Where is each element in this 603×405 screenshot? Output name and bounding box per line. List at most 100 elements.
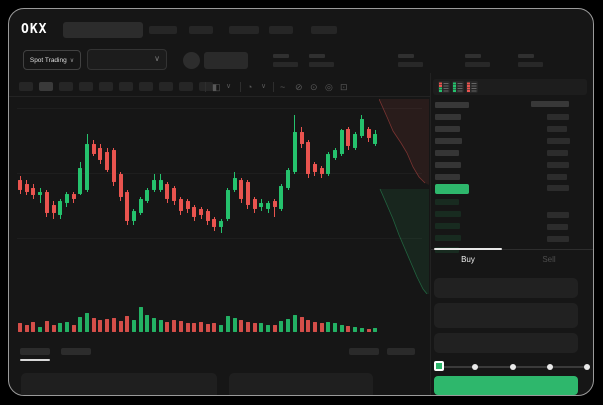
nav-item-placeholder[interactable]	[269, 26, 293, 34]
bid-amount[interactable]	[547, 224, 568, 230]
table-action-placeholder[interactable]	[349, 348, 379, 355]
candle-body	[199, 209, 203, 216]
okx-logo: OKX	[21, 22, 48, 37]
slider-stop[interactable]	[472, 364, 479, 370]
indicator-wave-icon[interactable]: ~	[280, 82, 286, 92]
volume-bar	[292, 314, 297, 332]
table-action-placeholder[interactable]	[387, 348, 415, 355]
candle-body	[111, 150, 116, 182]
nav-item-placeholder[interactable]	[149, 26, 177, 34]
interval-button[interactable]	[39, 82, 53, 91]
candle-body	[219, 221, 224, 228]
ask-amount[interactable]	[547, 126, 567, 132]
slider-stop[interactable]	[509, 364, 516, 370]
volume-bar	[145, 314, 150, 332]
volume-bar	[85, 313, 90, 332]
fullscreen-icon[interactable]: ⊡	[340, 82, 348, 92]
price-input[interactable]	[434, 278, 578, 298]
clock-icon[interactable]: ◔	[247, 82, 253, 92]
ask-amount[interactable]	[547, 150, 568, 156]
orderbook-view-both-icon[interactable]	[438, 81, 450, 93]
candle-body	[172, 187, 177, 202]
nav-item-placeholder[interactable]	[189, 26, 213, 34]
depth-chart[interactable]	[379, 97, 429, 294]
active-tab-indicator	[20, 359, 50, 361]
pair-name-placeholder	[204, 52, 248, 69]
bid-price[interactable]	[435, 247, 459, 253]
ask-price[interactable]	[435, 126, 460, 132]
ask-price[interactable]	[435, 138, 462, 144]
volume-bar	[178, 320, 183, 332]
volume-chart[interactable]	[17, 305, 379, 332]
search-input[interactable]	[63, 22, 143, 38]
tab-orders[interactable]	[20, 348, 50, 355]
depth-area	[379, 99, 429, 185]
candle-body	[239, 179, 244, 200]
volume-bar	[199, 322, 203, 332]
tab-buy[interactable]: Buy	[461, 255, 475, 264]
tab-sell[interactable]: Sell	[542, 255, 556, 264]
ask-price[interactable]	[435, 162, 461, 168]
bid-price[interactable]	[435, 223, 460, 229]
interval-button[interactable]	[79, 82, 93, 91]
volume-bar	[252, 322, 257, 332]
tab-history[interactable]	[61, 348, 91, 355]
bid-amount[interactable]	[547, 236, 569, 242]
ask-price[interactable]	[435, 114, 461, 120]
last-price[interactable]	[435, 184, 469, 194]
candle-body	[44, 191, 49, 214]
slider-stop[interactable]	[584, 364, 590, 370]
amount-input[interactable]	[434, 303, 578, 328]
orderbook-header-amount[interactable]	[531, 101, 569, 107]
slider-stop[interactable]	[546, 364, 553, 370]
candle-body	[138, 199, 143, 214]
candlestick-chart[interactable]	[17, 97, 379, 294]
chart-type-icon[interactable]: ◧	[212, 82, 221, 92]
bid-amount[interactable]	[547, 212, 569, 218]
buy-submit-button[interactable]	[434, 376, 578, 395]
candle-body	[185, 201, 190, 210]
interval-button[interactable]	[159, 82, 173, 91]
candle-body	[131, 211, 136, 222]
bid-price[interactable]	[435, 235, 461, 241]
orders-panel-placeholder	[229, 373, 373, 395]
candle-body	[178, 199, 183, 212]
nav-item-placeholder[interactable]	[229, 26, 259, 34]
candle-body	[299, 132, 304, 145]
slider-handle[interactable]	[434, 361, 444, 371]
chevron-down-icon[interactable]: ∨	[261, 83, 267, 90]
volume-bar	[58, 322, 63, 332]
ask-amount[interactable]	[547, 174, 567, 180]
ask-amount[interactable]	[547, 185, 569, 191]
camera-icon[interactable]: ⊙	[310, 82, 318, 92]
interval-button[interactable]	[59, 82, 73, 91]
settings-icon[interactable]: ◎	[325, 82, 333, 92]
market-type-dropdown[interactable]: Spot Trading ∨	[23, 50, 81, 70]
divider	[431, 249, 593, 250]
interval-button[interactable]	[179, 82, 193, 91]
volume-bar	[272, 325, 277, 332]
bid-price[interactable]	[435, 211, 461, 217]
candle-body	[266, 203, 271, 210]
chevron-down-icon[interactable]: ∨	[226, 83, 232, 90]
orderbook-view-bids-icon[interactable]	[452, 81, 464, 93]
ask-price[interactable]	[435, 150, 459, 156]
ask-price[interactable]	[435, 174, 460, 180]
orderbook-header-price[interactable]	[435, 102, 469, 108]
bid-price[interactable]	[435, 199, 459, 205]
interval-button[interactable]	[19, 82, 33, 91]
draw-icon[interactable]: ⊘	[295, 82, 303, 92]
interval-button[interactable]	[99, 82, 113, 91]
interval-button[interactable]	[119, 82, 133, 91]
orderbook-view-asks-icon[interactable]	[466, 81, 478, 93]
pair-selector-dropdown[interactable]: ∨	[87, 49, 167, 70]
total-input[interactable]	[434, 333, 578, 353]
candle-body	[353, 134, 358, 149]
candle-body	[319, 167, 324, 174]
interval-button[interactable]	[199, 82, 213, 91]
ask-amount[interactable]	[547, 138, 570, 144]
interval-button[interactable]	[139, 82, 153, 91]
nav-item-placeholder[interactable]	[311, 26, 337, 34]
ask-amount[interactable]	[547, 114, 569, 120]
ask-amount[interactable]	[547, 162, 569, 168]
